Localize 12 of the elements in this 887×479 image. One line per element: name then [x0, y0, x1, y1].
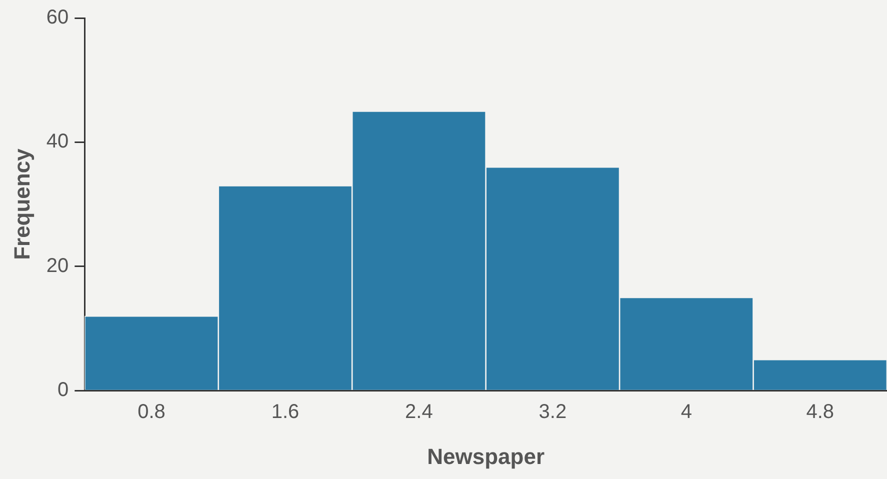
- y-tick-label: 40: [46, 130, 69, 153]
- x-tick-label: 3.2: [538, 401, 567, 424]
- x-tick-label: 4.8: [806, 401, 834, 424]
- y-tick-label: 0: [58, 379, 69, 402]
- y-tick-label: 60: [46, 6, 69, 29]
- x-tick-label: 2.4: [405, 401, 433, 424]
- x-tick-label: 1.6: [271, 401, 300, 424]
- x-tick-label: 0.8: [138, 401, 166, 424]
- y-tick-label: 20: [46, 254, 69, 277]
- x-axis-title: Newspaper: [427, 444, 545, 469]
- y-axis-title: Frequency: [9, 148, 34, 260]
- x-tick-label: 4: [680, 401, 692, 424]
